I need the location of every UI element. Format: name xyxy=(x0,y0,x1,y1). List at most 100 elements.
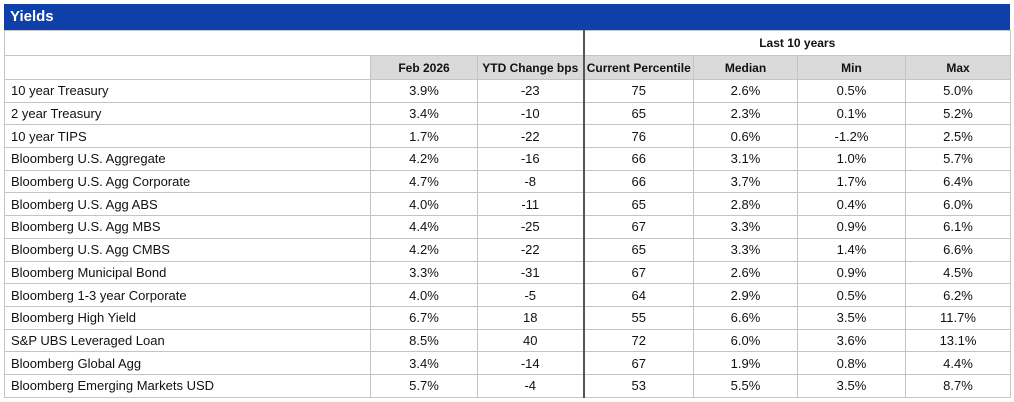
column-header: Max xyxy=(905,55,1011,80)
table-cell: 0.5% xyxy=(797,79,906,103)
table-cell: 2.3% xyxy=(693,101,798,126)
table-cell: 2.6% xyxy=(693,260,798,285)
table-cell: 3.3% xyxy=(693,237,798,262)
row-label: Bloomberg Global Agg xyxy=(4,351,371,375)
row-label: S&P UBS Leveraged Loan xyxy=(4,328,371,353)
table-row: 10 year Treasury 3.9% -23 75 2.6% 0.5% 5.0% xyxy=(4,79,1011,103)
table-cell: 0.9% xyxy=(797,260,906,285)
table-cell: 72 xyxy=(582,328,694,353)
table-cell: 2.6% xyxy=(693,79,798,103)
table-cell: 1.9% xyxy=(693,351,798,375)
table-cell: -1.2% xyxy=(797,124,906,149)
table-cell: 67 xyxy=(582,351,694,375)
table-cell: 3.4% xyxy=(370,101,478,126)
table-cell: -14 xyxy=(477,351,584,375)
table-cell: -22 xyxy=(477,237,584,262)
table-row: Bloomberg Emerging Markets USD 5.7% -4 53 5.… xyxy=(4,373,1011,398)
yields-table: Last 10 years Feb 2026 YTD Change bps Curr… xyxy=(4,30,1011,398)
table-cell: 5.7% xyxy=(905,147,1011,171)
table-cell: 1.7% xyxy=(797,169,906,194)
table-row: Bloomberg Municipal Bond 3.3% -31 67 2.6% 0.9… xyxy=(4,260,1011,285)
table-cell: 6.6% xyxy=(905,237,1011,262)
row-label: 2 year Treasury xyxy=(4,101,371,126)
table-cell: 64 xyxy=(582,283,694,307)
table-cell: 6.6% xyxy=(693,305,798,330)
group-header: Last 10 years xyxy=(582,30,1011,56)
row-label: Bloomberg U.S. Agg ABS xyxy=(4,192,371,217)
row-label: Bloomberg U.S. Agg MBS xyxy=(4,215,371,239)
table-row: Bloomberg U.S. Aggregate 4.2% -16 66 3.1% 1.0… xyxy=(4,147,1011,171)
table-cell: -8 xyxy=(477,169,584,194)
table-cell: 0.9% xyxy=(797,215,906,239)
table-row: Bloomberg U.S. Agg CMBS 4.2% -22 65 3.3% 1.4%… xyxy=(4,237,1011,262)
table-cell: 3.3% xyxy=(693,215,798,239)
column-header: Current Percentile xyxy=(582,55,694,80)
column-header: YTD Change bps xyxy=(477,55,584,80)
table-cell: 75 xyxy=(582,79,694,103)
column-header: Min xyxy=(797,55,906,80)
table-row: 10 year TIPS 1.7% -22 76 0.6% -1.2% 2.5% xyxy=(4,124,1011,149)
table-cell: 3.1% xyxy=(693,147,798,171)
row-label: Bloomberg High Yield xyxy=(4,305,371,330)
table-cell: -22 xyxy=(477,124,584,149)
table-row: S&P UBS Leveraged Loan 8.5% 40 72 6.0% 3.6% 13… xyxy=(4,328,1011,353)
table-cell: -16 xyxy=(477,147,584,171)
row-label: 10 year TIPS xyxy=(4,124,371,149)
table-cell: 8.7% xyxy=(905,373,1011,398)
table-cell: 67 xyxy=(582,260,694,285)
row-label: Bloomberg U.S. Agg Corporate xyxy=(4,169,371,194)
table-cell: 8.5% xyxy=(370,328,478,353)
table-cell: -23 xyxy=(477,79,584,103)
blank-cell xyxy=(4,55,371,80)
table-cell: 4.4% xyxy=(370,215,478,239)
table-cell: -10 xyxy=(477,101,584,126)
table-cell: 66 xyxy=(582,147,694,171)
row-label: Bloomberg U.S. Agg CMBS xyxy=(4,237,371,262)
table-cell: 6.4% xyxy=(905,169,1011,194)
table-cell: 2.5% xyxy=(905,124,1011,149)
table-row: Bloomberg Global Agg 3.4% -14 67 1.9% 0.8% 4.4… xyxy=(4,351,1011,375)
table-cell: -25 xyxy=(477,215,584,239)
table-cell: 5.2% xyxy=(905,101,1011,126)
table-cell: -11 xyxy=(477,192,584,217)
panel-title: Yields xyxy=(4,4,1010,30)
table-cell: 6.0% xyxy=(693,328,798,353)
column-header-row: Feb 2026 YTD Change bps Current Percentile… xyxy=(4,55,1011,80)
table-row: Bloomberg U.S. Agg ABS 4.0% -11 65 2.8% 0.4% 6… xyxy=(4,192,1011,217)
table-cell: 76 xyxy=(582,124,694,149)
table-cell: 55 xyxy=(582,305,694,330)
table-cell: 53 xyxy=(582,373,694,398)
table-cell: 3.5% xyxy=(797,305,906,330)
table-cell: 66 xyxy=(582,169,694,194)
table-cell: 5.0% xyxy=(905,79,1011,103)
table-cell: -5 xyxy=(477,283,584,307)
table-cell: 4.5% xyxy=(905,260,1011,285)
table-body: 10 year Treasury 3.9% -23 75 2.6% 0.5% 5.0% 2 y… xyxy=(4,79,1011,398)
row-label: Bloomberg 1-3 year Corporate xyxy=(4,283,371,307)
table-cell: 4.7% xyxy=(370,169,478,194)
group-header-row: Last 10 years xyxy=(4,30,1011,56)
table-cell: 3.9% xyxy=(370,79,478,103)
table-cell: 6.1% xyxy=(905,215,1011,239)
table-cell: 0.5% xyxy=(797,283,906,307)
table-cell: 11.7% xyxy=(905,305,1011,330)
table-cell: 13.1% xyxy=(905,328,1011,353)
table-cell: 6.0% xyxy=(905,192,1011,217)
table-cell: 0.4% xyxy=(797,192,906,217)
table-cell: 0.1% xyxy=(797,101,906,126)
table-row: 2 year Treasury 3.4% -10 65 2.3% 0.1% 5.2% xyxy=(4,101,1011,126)
table-cell: 1.7% xyxy=(370,124,478,149)
table-cell: 4.2% xyxy=(370,237,478,262)
table-cell: 4.0% xyxy=(370,283,478,307)
table-cell: 65 xyxy=(582,237,694,262)
table-row: Bloomberg U.S. Agg MBS 4.4% -25 67 3.3% 0.9% 6… xyxy=(4,215,1011,239)
column-header: Feb 2026 xyxy=(370,55,478,80)
table-cell: 3.6% xyxy=(797,328,906,353)
table-cell: 0.8% xyxy=(797,351,906,375)
table-cell: -4 xyxy=(477,373,584,398)
row-label: Bloomberg Municipal Bond xyxy=(4,260,371,285)
table-cell: 1.4% xyxy=(797,237,906,262)
table-cell: 4.4% xyxy=(905,351,1011,375)
table-row: Bloomberg U.S. Agg Corporate 4.7% -8 66 3.7%… xyxy=(4,169,1011,194)
